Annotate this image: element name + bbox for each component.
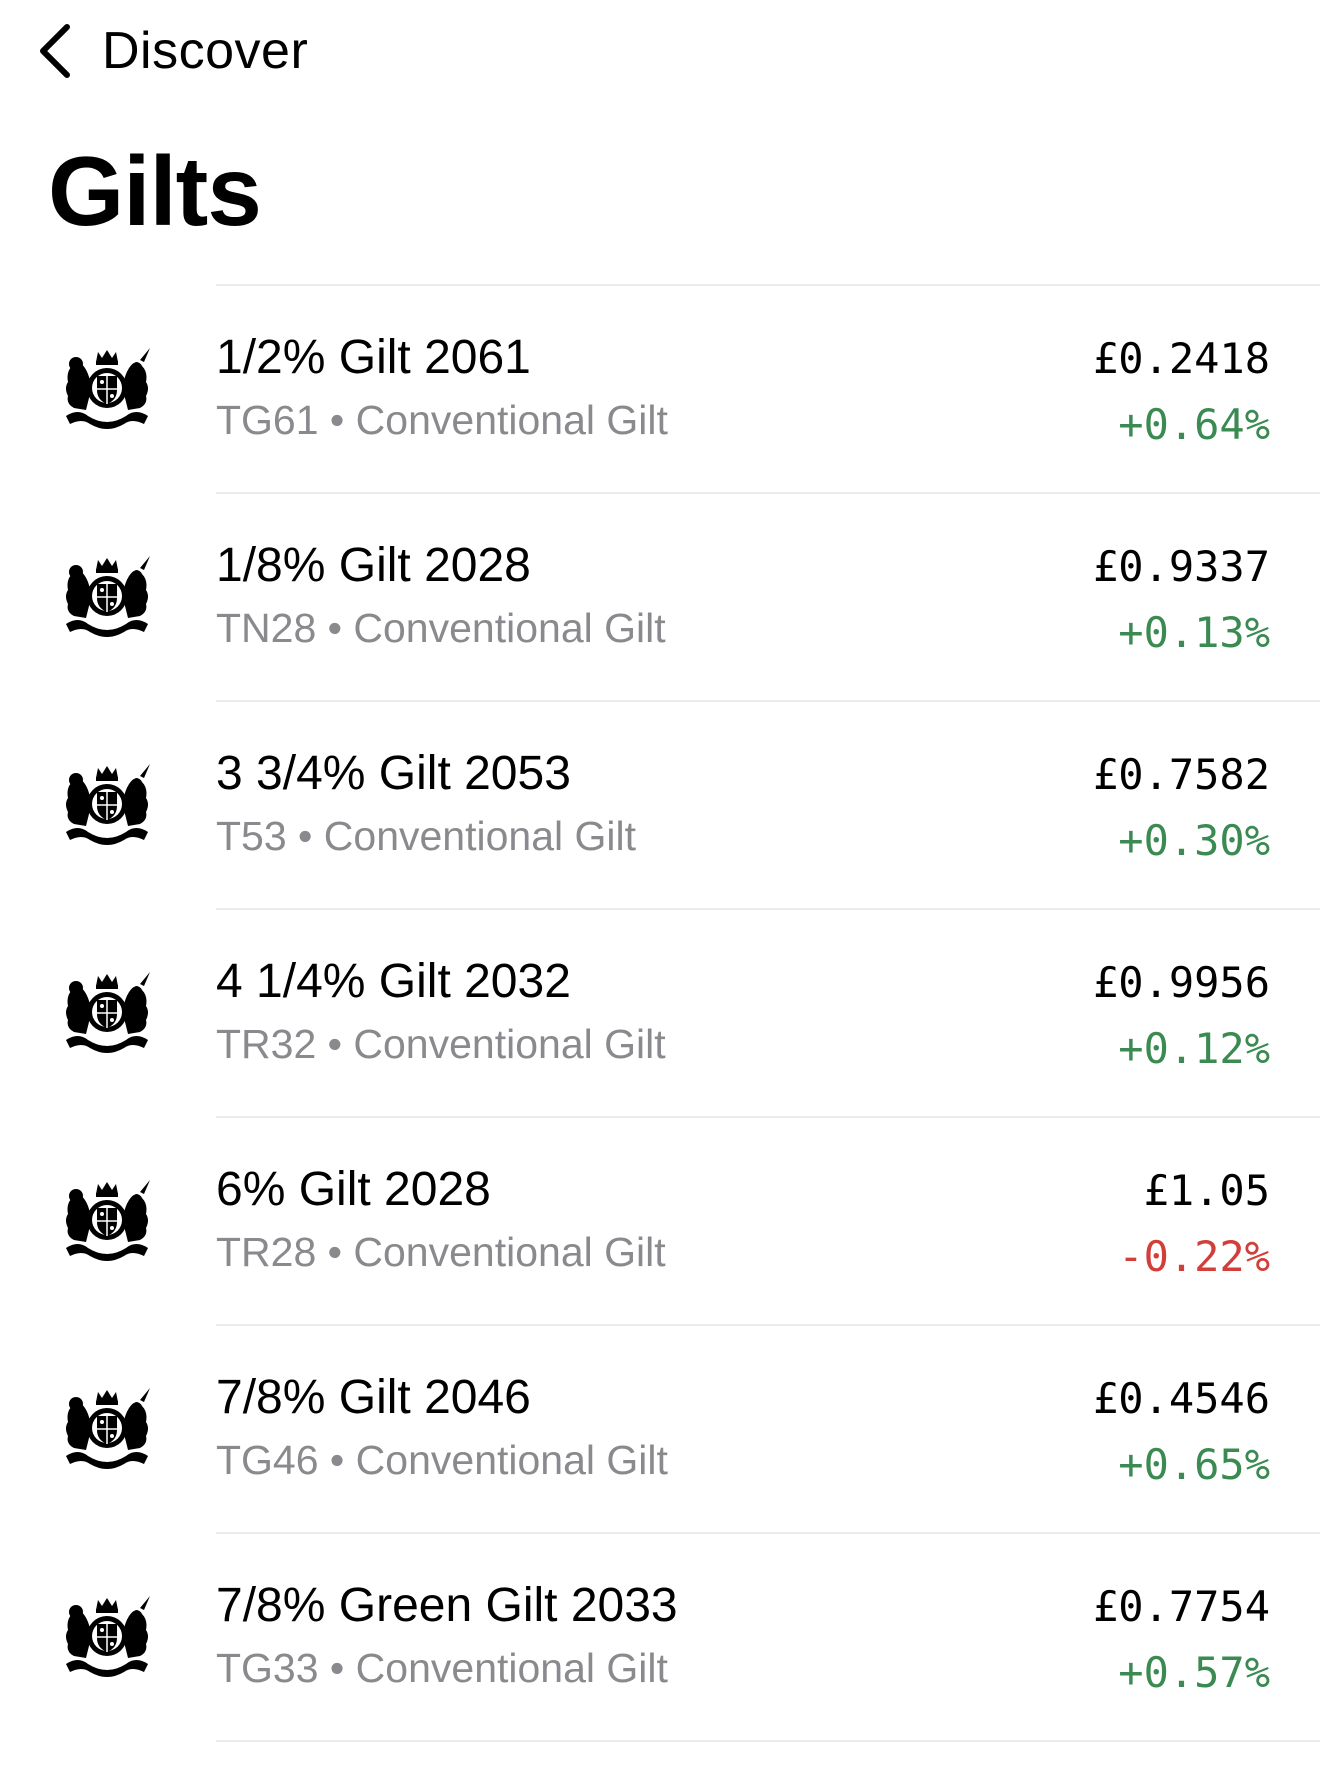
royal-coat-of-arms-icon xyxy=(66,556,150,637)
gilt-subtitle: TR32 • Conventional Gilt xyxy=(216,1021,666,1067)
royal-coat-of-arms-icon xyxy=(66,1388,150,1469)
gilt-name: 7/8% Gilt 2046 xyxy=(216,1371,531,1424)
navigation-bar: Discover xyxy=(0,0,1320,100)
gilt-subtitle: TG33 • Conventional Gilt xyxy=(216,1645,668,1691)
royal-coat-of-arms-icon xyxy=(66,348,150,429)
gilt-list: 1/2% Gilt 2061 TG61 • Conventional Gilt … xyxy=(0,284,1320,1742)
royal-coat-of-arms-icon xyxy=(66,764,150,845)
royal-coat-of-arms-icon xyxy=(66,1596,150,1677)
gilt-change: -0.22% xyxy=(1118,1232,1270,1281)
gilt-name: 4 1/4% Gilt 2032 xyxy=(216,955,571,1008)
list-divider xyxy=(216,284,1320,286)
royal-coat-of-arms-icon xyxy=(66,972,150,1053)
list-divider xyxy=(216,1740,1320,1742)
list-divider xyxy=(216,908,1320,910)
back-label: Discover xyxy=(102,22,309,80)
gilt-price: £0.2418 xyxy=(1092,334,1270,383)
gilt-row[interactable]: 6% Gilt 2028 TR28 • Conventional Gilt £1… xyxy=(0,1118,1320,1324)
gilt-name: 6% Gilt 2028 xyxy=(216,1163,491,1216)
gilt-subtitle: T53 • Conventional Gilt xyxy=(216,813,637,859)
gilt-change: +0.65% xyxy=(1118,1440,1270,1489)
gilt-name: 7/8% Green Gilt 2033 xyxy=(216,1579,678,1632)
list-divider xyxy=(216,1532,1320,1534)
gilt-price: £0.4546 xyxy=(1092,1374,1270,1423)
list-divider xyxy=(216,492,1320,494)
gilt-row[interactable]: 1/2% Gilt 2061 TG61 • Conventional Gilt … xyxy=(0,286,1320,492)
list-divider xyxy=(216,1324,1320,1326)
gilt-change: +0.12% xyxy=(1118,1024,1270,1073)
gilt-row[interactable]: 4 1/4% Gilt 2032 TR32 • Conventional Gil… xyxy=(0,910,1320,1116)
gilt-change: +0.57% xyxy=(1118,1648,1270,1697)
gilt-name: 3 3/4% Gilt 2053 xyxy=(216,747,571,800)
chevron-left-icon xyxy=(40,24,70,78)
page-title: Gilts xyxy=(48,136,262,246)
gilt-row[interactable]: 1/8% Gilt 2028 TN28 • Conventional Gilt … xyxy=(0,494,1320,700)
list-divider xyxy=(216,700,1320,702)
gilt-row[interactable]: 7/8% Green Gilt 2033 TG33 • Conventional… xyxy=(0,1534,1320,1740)
gilt-subtitle: TR28 • Conventional Gilt xyxy=(216,1229,666,1275)
gilt-price: £0.9956 xyxy=(1092,958,1270,1007)
gilt-row[interactable]: 3 3/4% Gilt 2053 T53 • Conventional Gilt… xyxy=(0,702,1320,908)
royal-coat-of-arms-icon xyxy=(66,1180,150,1261)
gilt-row[interactable]: 7/8% Gilt 2046 TG46 • Conventional Gilt … xyxy=(0,1326,1320,1532)
gilt-name: 1/8% Gilt 2028 xyxy=(216,539,531,592)
gilt-price: £0.7754 xyxy=(1092,1582,1270,1631)
gilt-subtitle: TG61 • Conventional Gilt xyxy=(216,397,668,443)
gilt-subtitle: TG46 • Conventional Gilt xyxy=(216,1437,668,1483)
list-divider xyxy=(216,1116,1320,1118)
back-button[interactable]: Discover xyxy=(36,18,308,84)
gilt-price: £1.05 xyxy=(1143,1166,1270,1215)
gilt-change: +0.30% xyxy=(1118,816,1270,865)
gilt-name: 1/2% Gilt 2061 xyxy=(216,331,531,384)
gilt-change: +0.64% xyxy=(1118,400,1270,449)
gilt-price: £0.9337 xyxy=(1092,542,1270,591)
gilt-change: +0.13% xyxy=(1118,608,1270,657)
gilt-subtitle: TN28 • Conventional Gilt xyxy=(216,605,666,651)
gilt-price: £0.7582 xyxy=(1092,750,1270,799)
